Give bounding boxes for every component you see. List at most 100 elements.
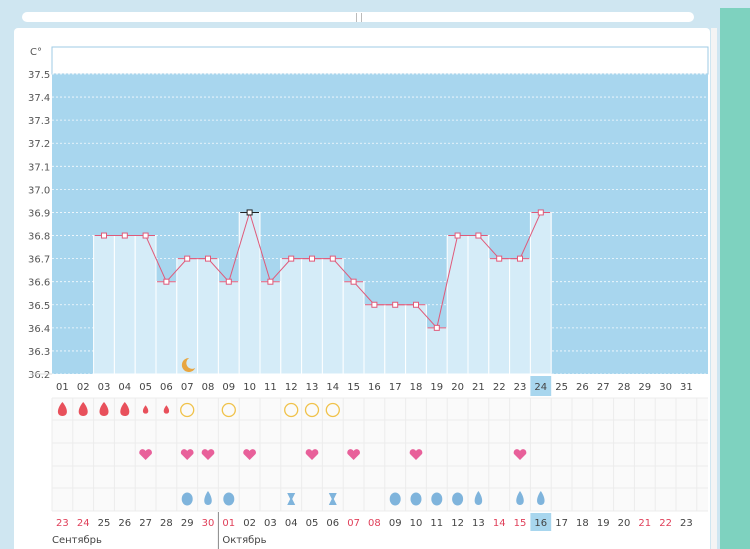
- calendar-date: 05: [306, 518, 319, 529]
- x-tick-label: 13: [306, 382, 319, 393]
- temperature-bar: [93, 235, 115, 375]
- calendar-date: 26: [118, 518, 131, 529]
- series-line: [207, 258, 230, 283]
- x-tick-label: 11: [264, 382, 277, 393]
- temperature-bar: [155, 281, 178, 375]
- temperature-bar: [384, 304, 407, 375]
- series-line: [270, 258, 292, 283]
- data-point: [496, 255, 503, 262]
- circle-icon: [304, 402, 320, 418]
- x-tick-label: 23: [514, 382, 527, 393]
- data-point: [121, 232, 128, 239]
- data-point: [475, 232, 482, 239]
- side-panel: [720, 8, 750, 549]
- x-tick-label: 01: [56, 382, 69, 393]
- y-tick-label: 37.1: [28, 162, 50, 173]
- y-tick-label: 36.6: [28, 278, 50, 289]
- calendar-date: 06: [326, 518, 339, 529]
- blood-drop-icon: [78, 402, 88, 416]
- y-axis-unit: C°: [30, 47, 42, 58]
- data-point: [309, 255, 315, 262]
- blood-drop-icon: [142, 405, 149, 414]
- cycle-day-highlight: [530, 513, 552, 531]
- x-tick-label: 02: [77, 382, 90, 393]
- calendar-date: 10: [410, 518, 423, 529]
- x-tick-label: 28: [618, 382, 631, 393]
- data-point: [329, 255, 336, 262]
- blood-drop-icon: [120, 402, 130, 416]
- data-point: [454, 232, 461, 239]
- temperature-bar: [488, 258, 511, 375]
- data-point: [371, 301, 378, 308]
- calendar-date: 15: [514, 518, 527, 529]
- x-tick-label: 22: [493, 382, 506, 393]
- data-point: [184, 255, 191, 262]
- temperature-bar: [446, 235, 469, 375]
- x-tick-label: 19: [430, 382, 443, 393]
- data-point: [225, 278, 232, 285]
- heart-icon: [243, 449, 256, 460]
- y-tick-label: 36.2: [28, 370, 50, 381]
- calendar-date: 29: [181, 518, 194, 529]
- series-line: [478, 235, 500, 259]
- temperature-bar: [425, 327, 448, 375]
- temperature-bar: [321, 258, 344, 375]
- heart-icon: [139, 449, 152, 460]
- temperature-bar: [259, 281, 282, 375]
- series-line: [332, 258, 354, 283]
- x-tick-label: 10: [243, 382, 256, 393]
- data-point: [288, 255, 295, 262]
- x-tick-label: 06: [160, 382, 173, 393]
- x-tick-label: 25: [555, 382, 568, 393]
- data-point: [413, 301, 419, 308]
- data-point: [142, 232, 149, 239]
- month-label-next: Октябрь: [222, 535, 266, 546]
- heart-icon: [180, 449, 194, 460]
- calendar-date: 27: [139, 518, 152, 529]
- y-tick-label: 36.3: [28, 347, 50, 358]
- drop-icon: [516, 491, 524, 505]
- x-tick-label: 24: [534, 382, 547, 393]
- drop-icon: [204, 491, 212, 505]
- data-point: [537, 209, 544, 216]
- circle-icon: [180, 402, 195, 418]
- temperature-bar: [113, 235, 136, 375]
- calendar-date: 04: [285, 518, 298, 529]
- scroll-grip[interactable]: [356, 13, 362, 22]
- blood-drop-icon: [57, 402, 67, 416]
- x-tick-label: 20: [451, 382, 464, 393]
- x-tick-label: 12: [285, 382, 298, 393]
- temperature-bar: [467, 235, 490, 375]
- x-tick-label: 16: [368, 382, 381, 393]
- drop-round-icon: [223, 492, 235, 506]
- temperature-bar: [342, 281, 365, 375]
- series-line: [353, 281, 375, 306]
- x-tick-label: 21: [472, 382, 485, 393]
- drop-icon: [537, 491, 545, 505]
- calendar-date: 01: [222, 518, 235, 529]
- data-point: [433, 324, 440, 331]
- drop-round-icon: [431, 492, 443, 506]
- x-tick-label: 18: [410, 382, 423, 393]
- temperature-bar: [301, 258, 323, 375]
- series-line: [415, 304, 438, 329]
- temperature-bar: [134, 235, 157, 375]
- calendar-date: 17: [555, 518, 568, 529]
- data-point: [163, 278, 170, 285]
- x-tick-label: 31: [680, 382, 693, 393]
- series-line: [145, 235, 167, 282]
- calendar-date: 24: [77, 518, 90, 529]
- series-line: [228, 212, 251, 282]
- x-tick-label: 09: [222, 382, 235, 393]
- blood-drop-icon: [99, 402, 109, 416]
- y-tick-label: 37.2: [28, 139, 50, 150]
- moon-icon: [181, 357, 196, 372]
- data-point: [350, 278, 357, 285]
- top-scrollbar[interactable]: [22, 12, 694, 22]
- calendar-date: 22: [659, 518, 672, 529]
- calendar-date: 25: [98, 518, 111, 529]
- calendar-date: 18: [576, 518, 589, 529]
- heart-icon: [201, 449, 215, 460]
- side-scrollbar[interactable]: [711, 28, 717, 549]
